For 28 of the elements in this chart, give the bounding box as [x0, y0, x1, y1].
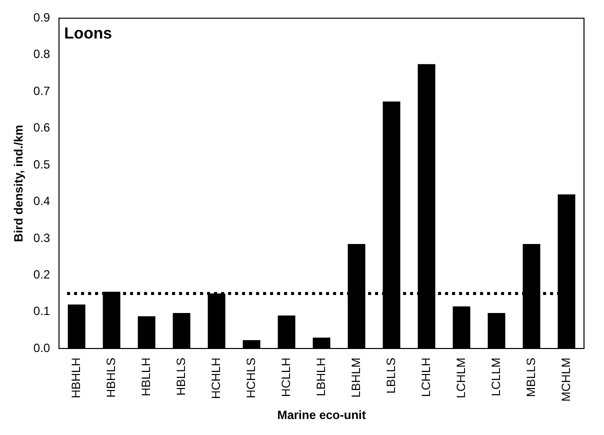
x-tick-label: LCLLM: [488, 358, 503, 396]
y-tick-label: 0.2: [33, 267, 50, 282]
x-tick-label: HCHLS: [244, 358, 258, 398]
x-tick-label: LBHLH: [314, 358, 328, 396]
y-tick-label: 0.4: [33, 194, 50, 208]
y-tick-label: 0.8: [33, 47, 50, 62]
y-tick-label: 0.9: [33, 10, 50, 25]
x-tick-label: MCHLM: [558, 358, 573, 402]
y-tick-label: 0.3: [33, 230, 50, 245]
y-tick-label: 0.5: [33, 157, 50, 172]
x-tick-label: MBLLS: [524, 358, 538, 397]
x-tick-label: HBHLH: [68, 358, 83, 398]
x-tick-label: HBHLS: [104, 358, 118, 398]
x-tick-label: HCLLH: [278, 358, 293, 397]
x-tick-label: LBHLM: [348, 358, 363, 398]
x-tick-label: HBLLS: [174, 358, 188, 396]
text: Loons: [64, 26, 112, 43]
y-tick-label: 0.6: [33, 120, 50, 135]
y-tick-label: 0.0: [33, 340, 50, 355]
y-tick-label: 0.1: [33, 304, 50, 318]
y-axis-title: Bird density, ind./km: [12, 124, 26, 242]
x-tick-label: HCHLH: [208, 358, 223, 399]
x-axis-title: Marine eco-unit: [277, 408, 366, 422]
y-tick-label: 0.7: [33, 84, 50, 98]
x-tick-label: LBLLS: [384, 358, 398, 394]
x-tick-label: LCHLM: [454, 358, 468, 398]
x-tick-label: HBLLH: [138, 358, 153, 396]
x-tick-label: LCHLH: [418, 358, 433, 397]
